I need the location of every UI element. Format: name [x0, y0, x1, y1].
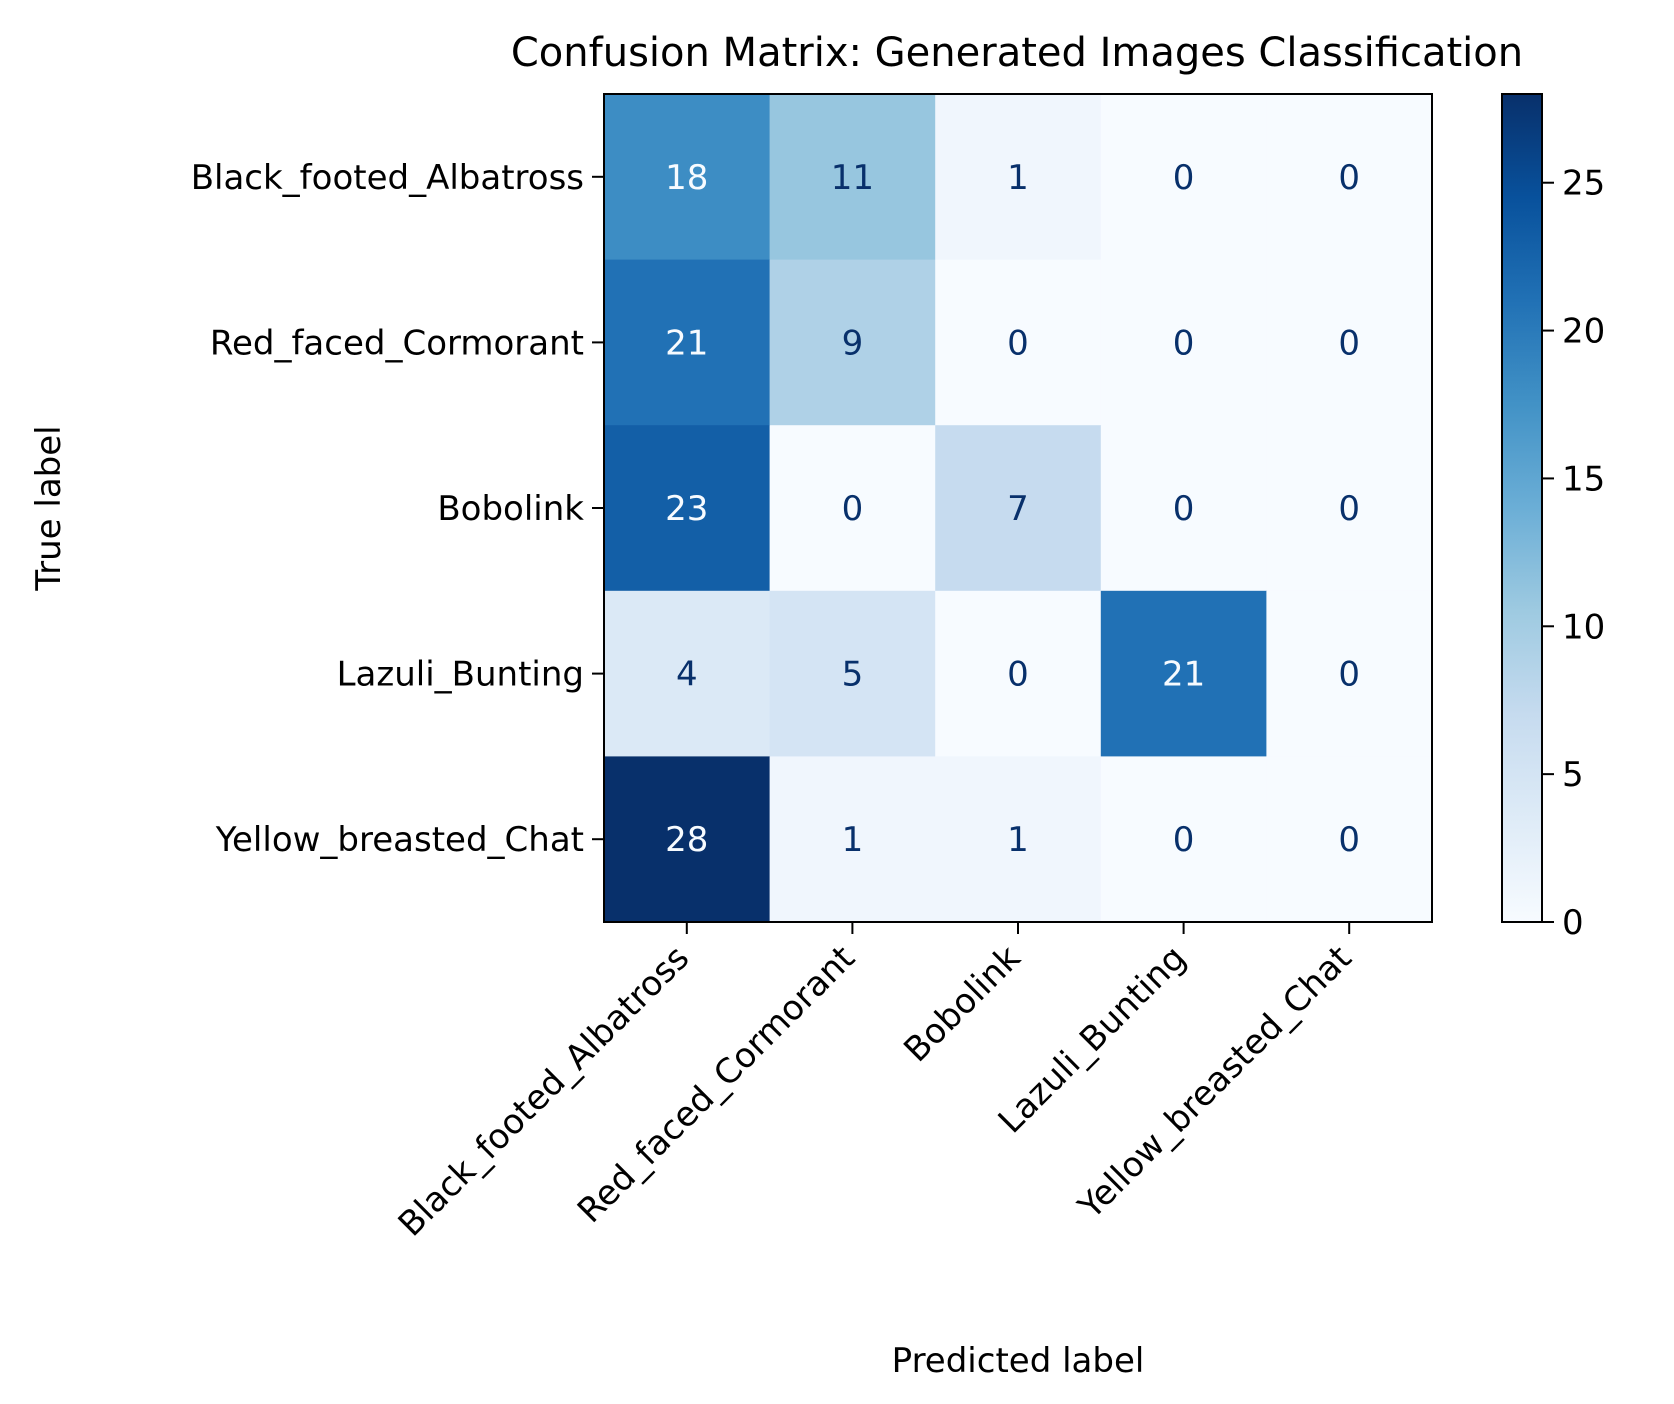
heatmap-cell [604, 590, 771, 757]
y-tick-label: Red_faced_Cormorant [210, 323, 584, 363]
x-tick-label: Red_faced_Cormorant [570, 938, 863, 1231]
colorbar [1501, 93, 1543, 923]
heatmap-cell [604, 94, 771, 261]
cell-value-label: 21 [665, 323, 708, 363]
heatmap-cell [1100, 425, 1267, 592]
colorbar-tick-label: 15 [1562, 459, 1605, 499]
cell-value-label: 0 [1338, 820, 1360, 860]
cell-value-label: 28 [665, 820, 708, 860]
colorbar-tick-label: 0 [1562, 903, 1584, 943]
y-tick-label: Bobolink [437, 489, 584, 529]
heatmap-cell-labels: 18 11 1 0 021 9 0 0 023 0 7 0 04 5 0 21 028 1 1 0 0 [665, 158, 1360, 860]
colorbar-tick-label: 25 [1562, 164, 1605, 204]
x-axis-ticks: Black_footed_AlbatrossRed_faced_Cormoran… [391, 922, 1360, 1244]
cell-value-label: 11 [831, 158, 874, 198]
cell-value-label: 7 [1007, 489, 1029, 529]
heatmap-cell [1100, 590, 1267, 757]
heatmap-cell [769, 756, 936, 923]
cell-value-label: 1 [842, 820, 864, 860]
heatmap-cell [935, 590, 1102, 757]
y-tick-label: Black_footed_Albatross [191, 158, 584, 198]
heatmap-cell [769, 425, 936, 592]
cell-value-label: 9 [842, 323, 864, 363]
cell-value-label: 0 [842, 489, 864, 529]
heatmap-cell [1100, 756, 1267, 923]
cell-value-label: 1 [1007, 820, 1029, 860]
chart-title: Confusion Matrix: Generated Images Class… [511, 30, 1523, 76]
cell-value-label: 0 [1007, 323, 1029, 363]
x-tick-label: Black_footed_Albatross [391, 938, 697, 1244]
x-tick-label: Bobolink [896, 938, 1028, 1070]
colorbar-tick-label: 10 [1562, 607, 1605, 647]
x-axis-label: Predicted label [892, 1341, 1145, 1381]
cell-value-label: 0 [1338, 323, 1360, 363]
heatmap-cell [1266, 425, 1433, 592]
y-axis-label: True label [29, 425, 69, 591]
heatmap-cell [604, 425, 771, 592]
cell-value-label: 0 [1173, 489, 1195, 529]
colorbar-tick-label: 5 [1562, 755, 1584, 795]
y-tick-label: Yellow_breasted_Chat [215, 820, 584, 860]
cell-value-label: 5 [842, 655, 864, 695]
cell-value-label: 1 [1007, 158, 1029, 198]
heatmap-cell [1100, 94, 1267, 261]
colorbar-tick-label: 20 [1562, 312, 1605, 352]
cell-value-label: 23 [665, 489, 708, 529]
heatmap-cells [604, 94, 1433, 923]
cell-value-label: 0 [1338, 489, 1360, 529]
heatmap-cell [769, 94, 936, 261]
cell-value-label: 0 [1007, 655, 1029, 695]
cell-value-label: 0 [1173, 820, 1195, 860]
cell-value-label: 0 [1173, 323, 1195, 363]
colorbar-ticks: 0 5 10 15 20 25 [1542, 164, 1605, 943]
heatmap-cell [769, 590, 936, 757]
heatmap-cell [935, 94, 1102, 261]
cell-value-label: 21 [1162, 655, 1205, 695]
heatmap-cell [935, 425, 1102, 592]
heatmap-cell [935, 756, 1102, 923]
cell-value-label: 4 [676, 655, 698, 695]
heatmap-cell [769, 259, 936, 426]
cell-value-label: 0 [1338, 158, 1360, 198]
heatmap-cell [1266, 756, 1433, 923]
heatmap-cell [1100, 259, 1267, 426]
heatmap-cell [935, 259, 1102, 426]
heatmap-cell [604, 756, 771, 923]
heatmap-cell [1266, 94, 1433, 261]
heatmap-cell [604, 259, 771, 426]
heatmap-cell [1266, 590, 1433, 757]
y-axis-ticks: Black_footed_Albatross Red_faced_Cormoran… [191, 158, 604, 860]
heatmap-cell [1266, 259, 1433, 426]
cell-value-label: 0 [1338, 655, 1360, 695]
cell-value-label: 18 [665, 158, 708, 198]
x-tick-label: Yellow_breasted_Chat [1070, 938, 1359, 1227]
cell-value-label: 0 [1173, 158, 1195, 198]
y-tick-label: Lazuli_Bunting [337, 655, 584, 695]
